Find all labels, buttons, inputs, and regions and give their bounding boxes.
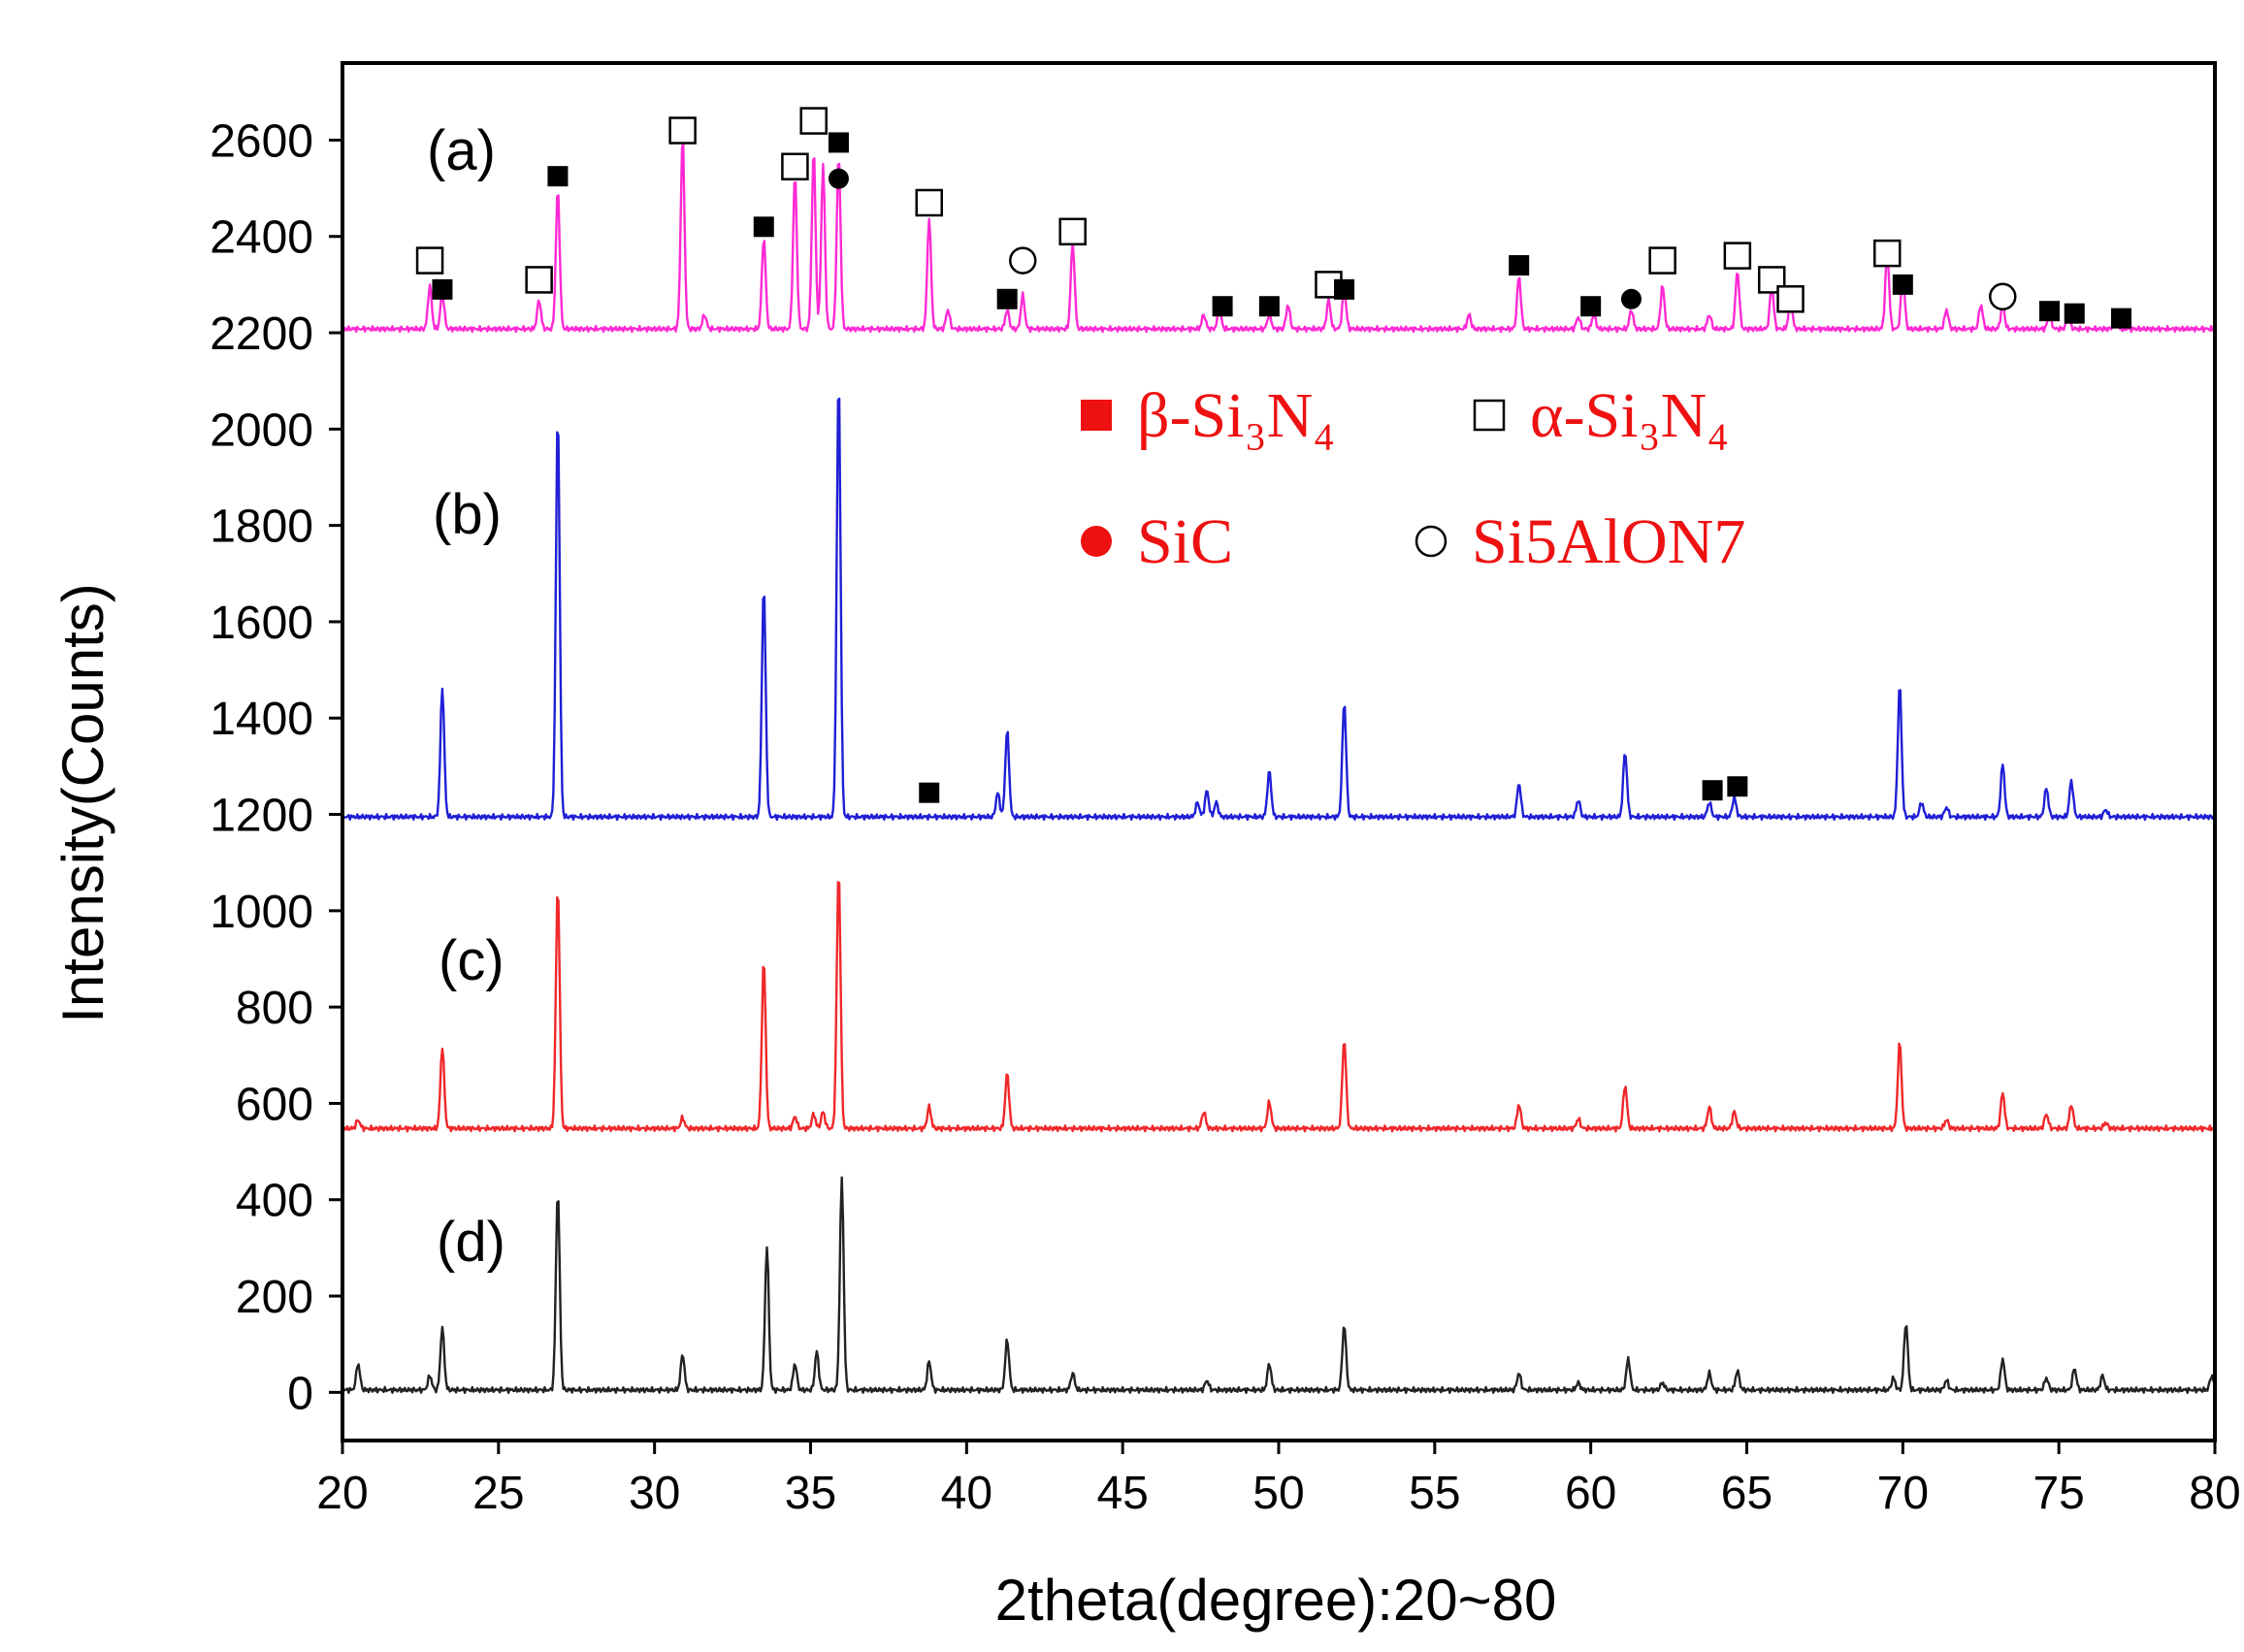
x-axis-title: 2theta(degree):20~80 [995,1568,1557,1633]
legend-beta-symbol [1081,400,1112,431]
y-tick-label: 1200 [210,791,313,842]
series-line-c [341,881,2216,1133]
sic-marker [1620,288,1642,309]
beta-marker [1334,278,1355,300]
beta-marker [753,216,774,238]
series-layer [341,143,2217,1394]
beta-marker [1509,255,1530,276]
y-axis-title: Intensity(Counts) [50,583,115,1023]
beta-marker [1580,296,1602,317]
alpha-marker [1873,239,1902,268]
legend-sic-symbol [1081,526,1112,557]
alpha-marker [1723,242,1752,270]
beta-marker [2064,303,2085,324]
y-tick-label: 600 [236,1079,313,1130]
x-tick-label: 70 [1877,1468,1929,1519]
beta-marker [1892,274,1913,295]
legend-si5alon7-label: Si5AlON7 [1472,506,1745,577]
alpha-marker [1058,217,1087,246]
x-tick-label: 25 [472,1468,524,1519]
beta-marker [1212,296,1233,317]
alpha-marker [525,266,553,294]
series-label-c: (c) [439,929,504,992]
x-tick-label: 20 [316,1468,368,1519]
y-tick-label: 1600 [210,598,313,649]
alpha-marker [1776,285,1805,313]
legend-sic-label: SiC [1137,506,1233,577]
marker-layer [415,107,2131,803]
beta-marker [919,782,940,803]
si5alon7-marker [1989,282,2017,311]
beta-marker [1258,296,1280,317]
sic-marker [828,168,849,189]
x-tick-label: 60 [1565,1468,1616,1519]
beta-marker [1702,780,1723,801]
plot-frame [341,61,2217,1442]
alpha-marker [668,116,697,145]
x-tick-label: 55 [1409,1468,1460,1519]
legend-si5alon7-symbol [1415,525,1447,558]
beta-marker [432,278,453,300]
y-tick-label: 1000 [210,887,313,938]
x-tick-label: 75 [2033,1468,2084,1519]
legend-alpha-label: α-Si₃N₄ [1530,380,1729,451]
series-label-layer: (a) (b) (c) (d) [427,119,505,1274]
x-tick-label: 50 [1252,1468,1304,1519]
x-tick-label: 80 [2189,1468,2240,1519]
tick-layer: 20 25 30 35 40 45 50 55 60 65 70 75 8002004006008001… [210,115,2240,1519]
beta-marker [1727,776,1748,797]
alpha-marker [1648,246,1676,275]
alpha-marker [415,246,444,275]
beta-marker [547,166,569,187]
series-label-a: (a) [427,119,496,182]
y-tick-label: 2200 [210,308,313,360]
y-tick-label: 200 [236,1272,313,1323]
series-label-d: (d) [437,1211,505,1274]
y-tick-label: 1800 [210,502,313,553]
y-tick-label: 400 [236,1176,313,1227]
beta-marker [2111,308,2131,329]
beta-marker [828,132,849,153]
series-line-d [341,1176,2217,1394]
x-tick-label: 40 [941,1468,992,1519]
y-tick-label: 1400 [210,694,313,745]
x-tick-label: 30 [629,1468,680,1519]
alpha-marker [799,107,828,135]
alpha-marker [781,152,809,180]
legend-beta-label: β-Si₃N₄ [1137,380,1335,451]
legend: β-Si₃N₄ α-Si₃N₄ SiC Si5AlON7 [1081,380,1745,577]
y-tick-label: 0 [287,1368,313,1419]
beta-marker [996,288,1018,309]
x-tick-label: 35 [785,1468,836,1519]
y-tick-label: 2600 [210,115,313,167]
beta-marker [2039,301,2061,322]
series-line-b [341,397,2216,822]
y-tick-label: 2400 [210,212,313,264]
series-label-b: (b) [433,483,502,546]
alpha-marker [915,188,943,217]
x-tick-label: 65 [1721,1468,1772,1519]
legend-alpha-symbol [1473,399,1506,432]
x-tick-label: 45 [1096,1468,1148,1519]
y-tick-label: 800 [236,983,313,1034]
si5alon7-marker [1008,246,1037,275]
y-tick-label: 2000 [210,405,313,456]
